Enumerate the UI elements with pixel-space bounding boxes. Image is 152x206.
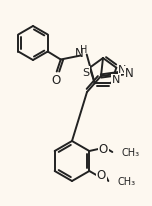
Text: O: O [99, 143, 108, 156]
Text: N: N [118, 64, 126, 74]
Text: N: N [112, 75, 120, 85]
Text: N: N [125, 67, 133, 80]
Text: H: H [80, 45, 87, 55]
Text: O: O [97, 169, 106, 182]
Text: O: O [51, 74, 60, 87]
Text: S: S [82, 67, 89, 77]
Text: CH₃: CH₃ [121, 147, 139, 157]
Text: CH₃: CH₃ [117, 176, 135, 186]
Text: N: N [75, 47, 84, 60]
